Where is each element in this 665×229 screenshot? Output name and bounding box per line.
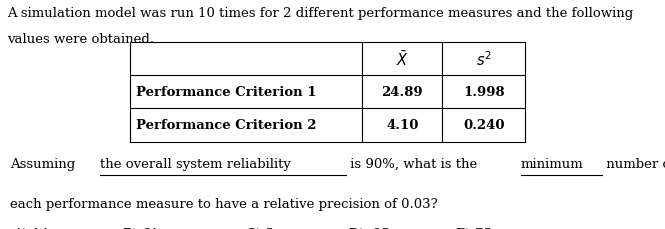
Text: C) 5: C) 5 [246,227,274,229]
Text: $\bar{X}$: $\bar{X}$ [396,49,409,68]
Text: number of trials required for: number of trials required for [602,157,665,170]
Text: $s^2$: $s^2$ [476,50,491,68]
Text: A simulation model was run 10 times for 2 different performance measures and the: A simulation model was run 10 times for … [7,7,633,20]
Text: A) 14: A) 14 [13,227,49,229]
Text: D)  25: D) 25 [349,227,390,229]
Text: Performance Criterion 2: Performance Criterion 2 [136,119,317,132]
Text: 24.89: 24.89 [382,86,423,99]
Text: 0.240: 0.240 [463,119,505,132]
Text: Performance Criterion 1: Performance Criterion 1 [136,86,317,99]
Text: 4.10: 4.10 [386,119,418,132]
Text: B) 61: B) 61 [123,227,159,229]
Text: E) 75: E) 75 [456,227,491,229]
Text: values were obtained.: values were obtained. [7,33,154,46]
Text: 1.998: 1.998 [463,86,505,99]
Text: the overall system reliability: the overall system reliability [100,157,291,170]
Text: is 90%, what is the: is 90%, what is the [346,157,481,170]
Text: Assuming: Assuming [10,157,80,170]
Text: minimum: minimum [521,157,583,170]
Text: each performance measure to have a relative precision of 0.03?: each performance measure to have a relat… [10,197,438,210]
